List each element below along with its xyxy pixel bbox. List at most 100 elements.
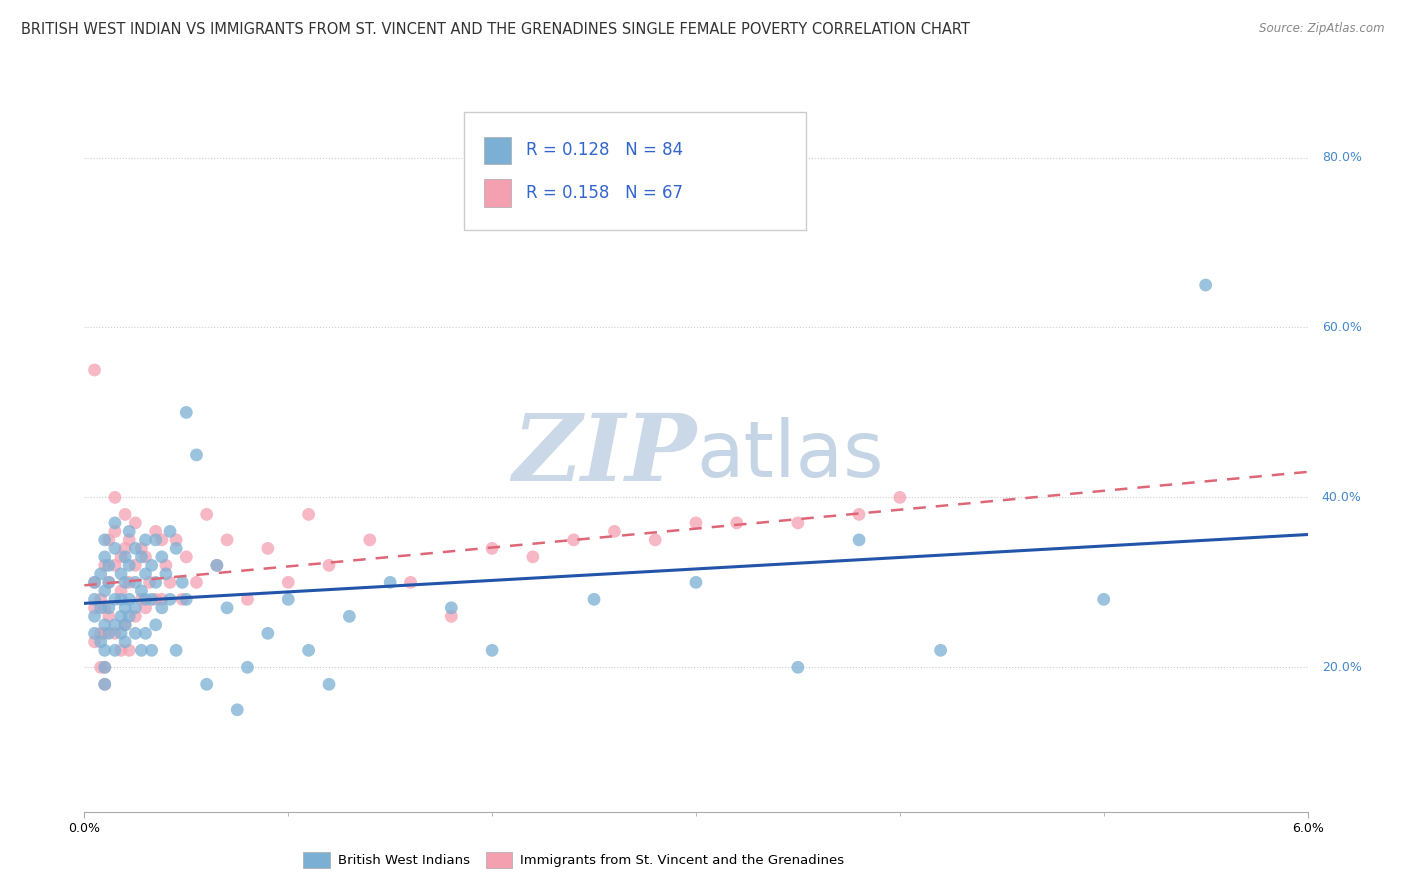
Point: [114, 600, 136, 615]
Point: [90, 566, 112, 581]
Point: [110, 643, 132, 657]
Point: [114, 635, 136, 649]
Point: [110, 626, 132, 640]
Point: [848, 508, 870, 522]
Point: [90, 626, 112, 640]
FancyBboxPatch shape: [464, 112, 806, 230]
Point: [145, 592, 167, 607]
Point: [787, 516, 810, 530]
Point: [195, 677, 218, 691]
Text: BRITISH WEST INDIAN VS IMMIGRANTS FROM ST. VINCENT AND THE GRENADINES SINGLE FEM: BRITISH WEST INDIAN VS IMMIGRANTS FROM S…: [21, 22, 970, 37]
Point: [277, 592, 299, 607]
Point: [135, 549, 157, 564]
Point: [172, 575, 194, 590]
Point: [186, 575, 208, 590]
Point: [131, 541, 153, 556]
Point: [135, 533, 157, 547]
Point: [150, 549, 173, 564]
Point: [138, 575, 160, 590]
Text: R = 0.128   N = 84: R = 0.128 N = 84: [526, 141, 683, 159]
Point: [124, 626, 146, 640]
Point: [165, 533, 187, 547]
Point: [104, 643, 127, 657]
Point: [90, 635, 112, 649]
Point: [97, 533, 120, 547]
Point: [174, 549, 197, 564]
Point: [165, 643, 187, 657]
Point: [114, 617, 136, 632]
Point: [110, 566, 132, 581]
Point: [93, 677, 115, 691]
Text: ZIP: ZIP: [512, 410, 696, 500]
Point: [603, 524, 626, 539]
Point: [141, 643, 163, 657]
Point: [159, 575, 181, 590]
Point: [145, 617, 167, 632]
Point: [114, 575, 136, 590]
Point: [135, 600, 157, 615]
Point: [318, 558, 340, 573]
FancyBboxPatch shape: [484, 136, 512, 164]
Point: [522, 549, 544, 564]
Point: [104, 541, 127, 556]
Text: 40.0%: 40.0%: [1322, 491, 1361, 504]
Point: [124, 541, 146, 556]
Point: [93, 600, 115, 615]
Point: [725, 516, 748, 530]
Point: [83, 592, 105, 607]
Point: [339, 609, 361, 624]
Point: [141, 558, 163, 573]
Point: [83, 635, 105, 649]
Point: [135, 566, 157, 581]
Point: [124, 600, 146, 615]
Point: [93, 660, 115, 674]
Point: [93, 583, 115, 598]
Point: [145, 524, 167, 539]
Point: [481, 643, 503, 657]
Point: [97, 558, 120, 573]
Point: [114, 508, 136, 522]
Point: [141, 592, 163, 607]
Point: [1092, 592, 1115, 607]
Text: Source: ZipAtlas.com: Source: ZipAtlas.com: [1260, 22, 1385, 36]
Point: [118, 575, 141, 590]
Point: [104, 524, 127, 539]
Point: [195, 508, 218, 522]
Point: [298, 643, 321, 657]
Point: [114, 549, 136, 564]
Point: [104, 617, 127, 632]
Point: [97, 600, 120, 615]
Point: [298, 508, 321, 522]
Point: [172, 592, 194, 607]
Point: [114, 541, 136, 556]
Point: [174, 592, 197, 607]
Point: [118, 643, 141, 657]
Point: [226, 703, 249, 717]
Point: [150, 600, 173, 615]
Point: [97, 575, 120, 590]
Point: [380, 575, 402, 590]
Point: [124, 558, 146, 573]
Point: [118, 592, 141, 607]
Point: [217, 600, 239, 615]
Point: [644, 533, 666, 547]
Text: 20.0%: 20.0%: [1322, 661, 1361, 673]
Point: [217, 533, 239, 547]
Point: [159, 592, 181, 607]
Point: [104, 491, 127, 505]
Point: [93, 549, 115, 564]
Point: [97, 575, 120, 590]
Point: [93, 677, 115, 691]
Point: [318, 677, 340, 691]
Point: [889, 491, 911, 505]
Point: [562, 533, 585, 547]
Point: [83, 575, 105, 590]
Point: [110, 549, 132, 564]
Point: [124, 575, 146, 590]
Point: [174, 405, 197, 419]
Point: [155, 566, 177, 581]
Point: [124, 609, 146, 624]
Point: [1195, 278, 1218, 293]
Point: [257, 626, 280, 640]
Point: [114, 617, 136, 632]
